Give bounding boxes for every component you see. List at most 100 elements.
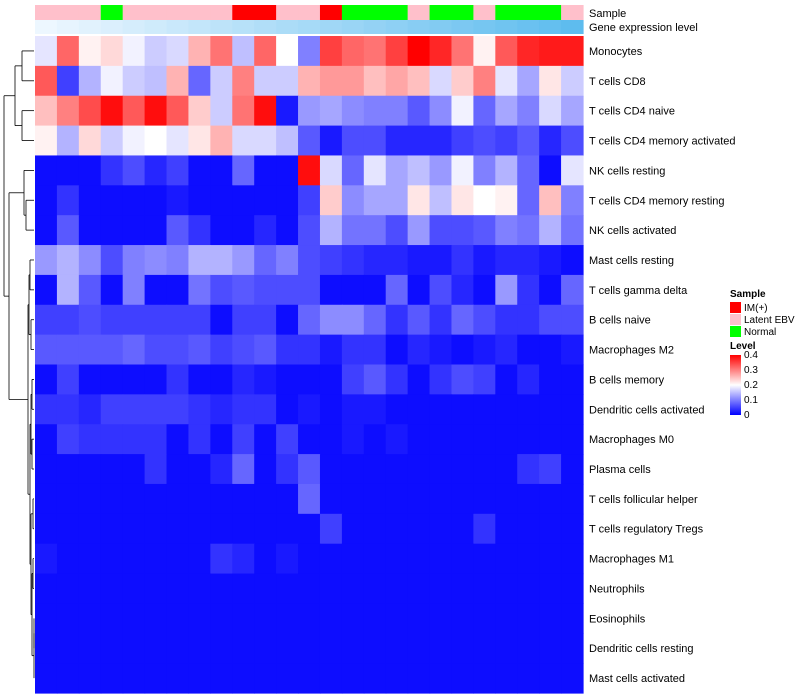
heatmap-cell (298, 155, 321, 186)
heatmap-cell (232, 95, 255, 127)
heatmap-cell (232, 424, 255, 455)
heatmap-cell (122, 573, 146, 605)
heatmap-cell (341, 454, 365, 485)
heatmap-cell (210, 65, 233, 97)
heatmap-cell (561, 573, 584, 605)
heatmap-cell (78, 36, 102, 67)
heatmap-cell (232, 36, 255, 67)
heatmap-cell (517, 65, 540, 97)
heatmap-cell (78, 65, 102, 97)
heatmap-cell (188, 95, 211, 127)
heatmap-cell (429, 304, 453, 336)
heatmap-cell (517, 36, 540, 67)
heatmap-cell (473, 543, 496, 575)
heatmap-cell (276, 185, 299, 216)
heatmap-cell (319, 364, 343, 395)
heatmap-cell (35, 603, 58, 634)
heatmap-cell (78, 245, 102, 276)
heatmap-cell (166, 513, 190, 545)
heatmap-cell (385, 603, 409, 634)
heatmap-cell (100, 424, 124, 455)
heatmap-cell (385, 36, 409, 67)
heatmap-cell (385, 633, 409, 664)
heatmap-cell (56, 633, 80, 664)
heatmap-cell (517, 633, 540, 664)
heatmap-cell (298, 65, 321, 97)
heatmap-cell (144, 185, 168, 216)
heatmap-cell (495, 454, 518, 485)
heatmap-cell (385, 274, 409, 306)
heatmap-cell (232, 603, 255, 634)
heatmap-cell (363, 245, 387, 276)
heatmap-cell (517, 125, 540, 157)
heatmap-cell (35, 483, 58, 515)
heatmap-cell (561, 663, 584, 694)
heatmap-cell (188, 334, 211, 366)
heatmap-cell (429, 394, 453, 425)
heatmap-cell (166, 274, 190, 306)
heatmap-cell (232, 215, 255, 246)
heatmap-cell (407, 603, 431, 634)
heatmap-cell (144, 95, 168, 127)
heatmap-cell (298, 603, 321, 634)
heatmap-cell (319, 513, 343, 545)
sample-annotation-cell (429, 5, 453, 20)
heatmap-cell (561, 334, 584, 366)
heatmap-cell (254, 274, 277, 306)
heatmap-cell (210, 185, 233, 216)
heatmap-cell (495, 274, 518, 306)
gene-expression-annotation-cell (429, 20, 453, 34)
heatmap-cell (429, 364, 453, 395)
heatmap-cell (188, 65, 211, 97)
gene-expression-annotation-cell (341, 20, 365, 34)
heatmap-cell (473, 36, 496, 67)
gene-expression-annotation-cell (166, 20, 190, 34)
heatmap-cell (363, 663, 387, 694)
heatmap-cell (122, 394, 146, 425)
heatmap-cell (166, 304, 190, 336)
heatmap-cell (122, 95, 146, 127)
heatmap-cell (298, 483, 321, 515)
heatmap-cell (210, 215, 233, 246)
heatmap-cell (122, 454, 146, 485)
heatmap-cell (188, 543, 211, 575)
heatmap-cell (517, 483, 540, 515)
heatmap-cell (341, 65, 365, 97)
gene-expression-annotation-cell (407, 20, 431, 34)
heatmap-cell (451, 573, 474, 605)
heatmap-cell (188, 424, 211, 455)
gene-expression-annotation-cell (144, 20, 168, 34)
heatmap-cell (144, 274, 168, 306)
heatmap-cell (35, 334, 58, 366)
heatmap-cell (78, 125, 102, 157)
legend-level-tick-label: 0.2 (744, 380, 758, 391)
heatmap-cell (122, 513, 146, 545)
heatmap-cell (35, 95, 58, 127)
heatmap-cell (122, 304, 146, 336)
legend-sample-label: IM(+) (744, 303, 768, 314)
heatmap-cell (561, 364, 584, 395)
heatmap-cell (319, 394, 343, 425)
heatmap-cell (188, 573, 211, 605)
heatmap-cell (473, 95, 496, 127)
heatmap-cell (188, 304, 211, 336)
sample-annotation-cell (276, 5, 299, 20)
heatmap-cell (473, 483, 496, 515)
heatmap-cell (341, 125, 365, 157)
heatmap-cell (561, 36, 584, 67)
row-label: T cells follicular helper (589, 494, 698, 506)
heatmap-cell (385, 483, 409, 515)
heatmap-cell (56, 364, 80, 395)
heatmap-cell (56, 185, 80, 216)
heatmap-cell (517, 95, 540, 127)
heatmap-cell (319, 424, 343, 455)
heatmap-cell (144, 543, 168, 575)
heatmap-cell (276, 573, 299, 605)
heatmap-cell (341, 663, 365, 694)
heatmap-cell (210, 424, 233, 455)
heatmap-cell (276, 394, 299, 425)
heatmap-cell (363, 364, 387, 395)
heatmap-cell (78, 334, 102, 366)
heatmap-cell (385, 394, 409, 425)
heatmap-cell (122, 274, 146, 306)
